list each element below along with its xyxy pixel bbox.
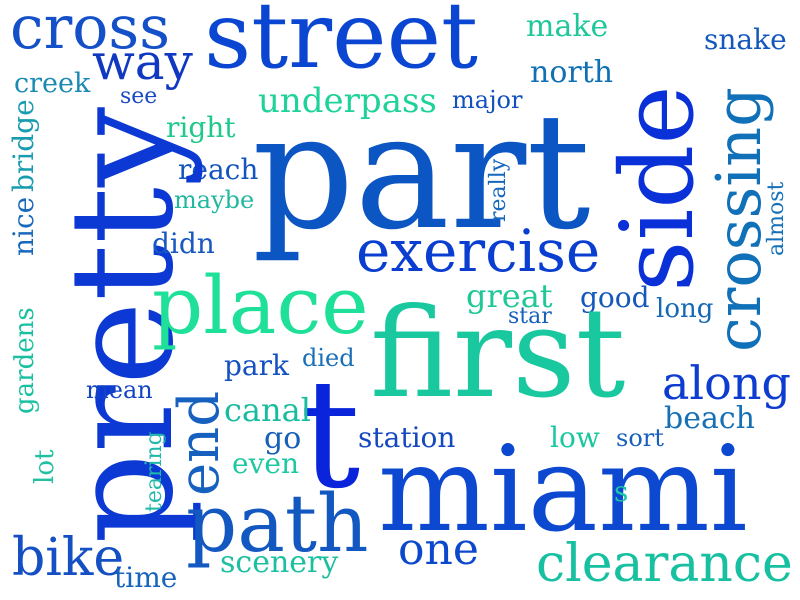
word-mean: mean (86, 376, 153, 404)
word-exercise: exercise (356, 217, 601, 285)
word-bike: bike (12, 528, 125, 588)
word-park: park (224, 349, 289, 382)
word-along: along (662, 356, 791, 410)
word-underpass: underpass (258, 81, 437, 121)
word-creek: creek (14, 68, 91, 99)
word-one: one (398, 524, 479, 575)
word-bridge: bridge (7, 99, 40, 192)
word-died: died (302, 344, 355, 372)
word-even: even (232, 447, 299, 480)
word-s: s (614, 475, 629, 508)
word-cross: cross (10, 0, 170, 63)
word-first: first (370, 282, 626, 426)
word-place: place (152, 259, 369, 352)
word-clearance: clearance (536, 534, 793, 594)
word-go: go (264, 421, 302, 456)
word-major: major (452, 86, 523, 114)
word-low: low (550, 421, 600, 454)
word-almost: almost (764, 181, 789, 256)
word-gardens: gardens (10, 307, 40, 414)
word-didn: didn (152, 227, 215, 260)
word-maybe: maybe (174, 186, 255, 214)
word-really: really (486, 158, 511, 222)
word-path: path (186, 477, 369, 570)
word-sort: sort (616, 424, 664, 452)
word-street: street (204, 0, 479, 89)
word-see: see (120, 84, 158, 109)
word-tearing: tearing (142, 431, 167, 512)
word-nice: nice (7, 196, 40, 256)
word-side: side (599, 85, 716, 293)
word-make: make (526, 9, 609, 44)
word-crossing: crossing (702, 87, 775, 352)
word-great: great (466, 277, 553, 315)
word-part: part (252, 78, 591, 265)
word-way: way (92, 33, 193, 91)
word-station: station (358, 421, 456, 454)
word-star: star (508, 304, 552, 329)
word-t: t (300, 348, 361, 522)
word-reach: reach (178, 153, 259, 186)
word-right: right (166, 111, 236, 144)
word-long: long (656, 294, 714, 324)
word-snake: snake (704, 23, 787, 56)
word-north: north (530, 55, 614, 90)
word-lot: lot (30, 449, 60, 484)
word-scenery: scenery (220, 545, 339, 580)
word-miami: miami (378, 420, 748, 558)
word-time: time (114, 561, 178, 594)
word-canal: canal (224, 391, 311, 429)
word-beach: beach (664, 401, 755, 436)
word-good: good (580, 281, 650, 314)
